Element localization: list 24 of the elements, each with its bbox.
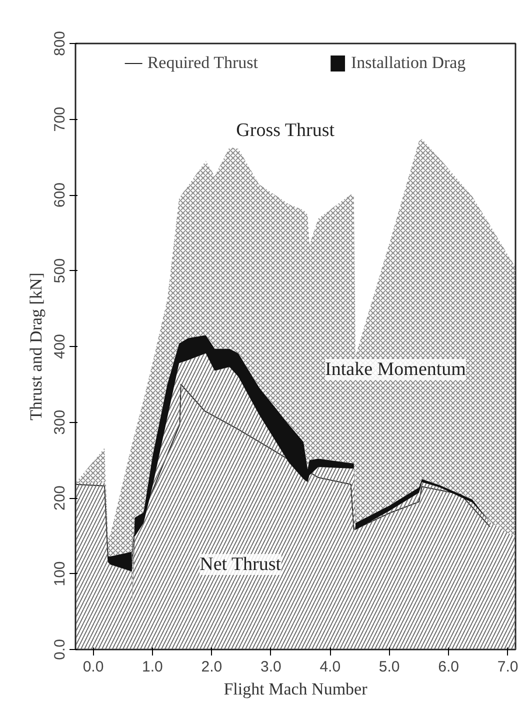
y-tick-label: 300	[52, 410, 68, 435]
legend-label: Installation Drag	[350, 53, 466, 73]
y-tick-label: 100	[52, 561, 68, 586]
y-tick-label: 700	[52, 106, 68, 132]
legend-label: Required Thrust	[147, 53, 258, 73]
x-tick-label: 1.0	[142, 658, 163, 676]
y-tick-label: 200	[52, 485, 68, 511]
y-tick-label: 800	[52, 30, 68, 56]
y-tick-label: 400	[52, 334, 68, 360]
x-tick-label: 5.0	[378, 658, 400, 676]
x-tick-label: 2.0	[201, 658, 222, 676]
y-tick-label: 600	[52, 182, 68, 208]
y-tick-label: 0.0	[52, 639, 68, 660]
x-tick-label: 4.0	[320, 658, 341, 676]
y-tick-label: 500	[52, 258, 68, 284]
x-tick-label: 7.0	[497, 658, 518, 676]
x-axis-title: Flight Mach Number	[224, 680, 368, 698]
x-tick-label: 0.0	[82, 658, 104, 676]
x-tick-label: 3.0	[260, 658, 282, 676]
x-tick-label: 6.0	[438, 658, 460, 676]
annotation: Net Thrust	[200, 554, 282, 575]
annotation: Gross Thrust	[236, 120, 336, 141]
annotation: Intake Momentum	[325, 359, 466, 380]
y-axis-title: Thrust and Drag [kN]	[26, 272, 46, 420]
